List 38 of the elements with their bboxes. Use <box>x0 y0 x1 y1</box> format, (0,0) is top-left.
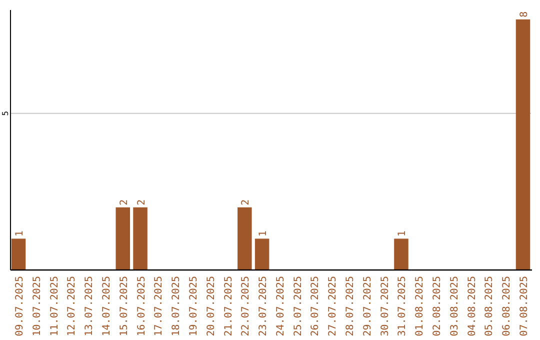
x-tick-label: 12.07.2025 <box>66 276 78 336</box>
x-tick-label: 23.07.2025 <box>258 276 270 336</box>
x-tick-label: 20.07.2025 <box>206 276 217 336</box>
x-tick-label: 10.07.2025 <box>32 276 43 336</box>
x-tick-label: 28.07.2025 <box>345 276 356 336</box>
x-tick-label: 02.08.2025 <box>432 276 444 336</box>
x-tick-label: 13.07.2025 <box>84 276 96 336</box>
x-tick-label: 18.07.2025 <box>171 276 182 336</box>
x-tick-label: 17.07.2025 <box>154 276 165 336</box>
data-label: 8 <box>519 11 530 18</box>
data-label: 2 <box>240 199 252 206</box>
data-label: 1 <box>258 230 270 237</box>
data-label: 1 <box>397 230 408 237</box>
x-tick-label: 04.08.2025 <box>466 276 478 336</box>
x-tick-label: 30.07.2025 <box>380 276 391 336</box>
data-label: 1 <box>14 230 26 237</box>
x-tick-label: 11.07.2025 <box>49 276 60 336</box>
x-tick-label: 21.07.2025 <box>223 276 234 336</box>
x-tick-label: 06.08.2025 <box>502 276 513 336</box>
x-tick-label: 14.07.2025 <box>101 276 112 336</box>
x-tick-label: 24.07.2025 <box>275 276 286 336</box>
x-tick-label: 03.08.2025 <box>449 276 460 336</box>
x-tick-label: 25.07.2025 <box>292 276 304 336</box>
x-tick-label: 26.07.2025 <box>310 276 322 336</box>
x-tick-label: 22.07.2025 <box>240 276 252 336</box>
x-tick-label: 27.07.2025 <box>328 276 339 336</box>
x-tick-label: 07.08.2025 <box>519 276 530 336</box>
x-tick-label: 19.07.2025 <box>188 276 200 336</box>
x-tick-label: 05.08.2025 <box>484 276 496 336</box>
x-tick-label: 15.07.2025 <box>118 276 130 336</box>
x-tick-label: 01.08.2025 <box>414 276 426 336</box>
x-tick-label: 29.07.2025 <box>362 276 374 336</box>
x-tick-label: 31.07.2025 <box>397 276 408 336</box>
y-tick-label: 5 <box>1 110 10 116</box>
x-tick-label: 16.07.2025 <box>136 276 148 336</box>
data-label: 2 <box>136 199 148 206</box>
data-label: 2 <box>118 199 130 206</box>
x-tick-label: 09.07.2025 <box>14 276 26 336</box>
